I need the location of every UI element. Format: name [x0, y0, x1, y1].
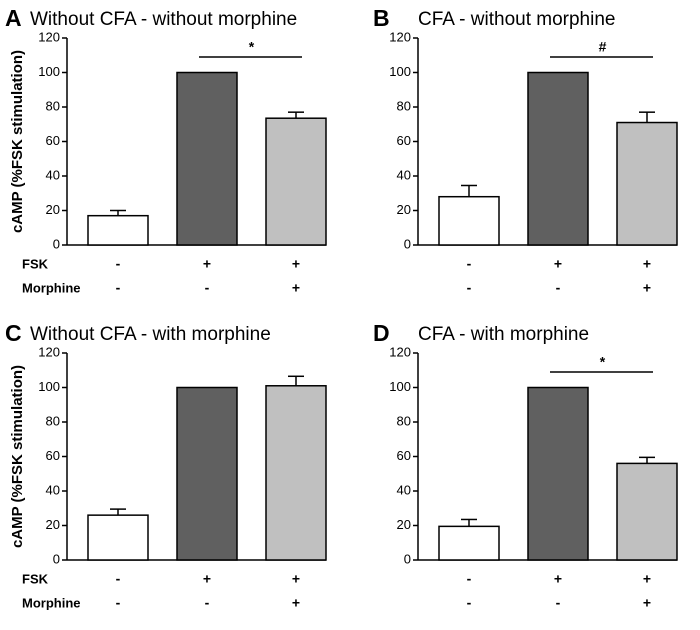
condition-symbol: -: [556, 595, 561, 611]
y-tick-label: 100: [389, 64, 411, 79]
y-tick-label: 0: [53, 551, 60, 566]
condition-label: FSK: [22, 571, 49, 586]
y-tick-label: 40: [397, 167, 411, 182]
y-tick-label: 100: [389, 379, 411, 394]
condition-label: Morphine: [22, 595, 81, 610]
y-tick-label: 20: [46, 517, 60, 532]
condition-symbol: +: [643, 256, 651, 272]
panel-letter: D: [373, 320, 390, 346]
condition-symbol: +: [643, 571, 651, 587]
panel-title: Without CFA - with morphine: [30, 324, 271, 345]
y-tick-label: 80: [46, 413, 60, 428]
y-tick-label: 120: [389, 29, 411, 44]
condition-label: FSK: [22, 256, 49, 271]
condition-symbol: -: [556, 280, 561, 296]
condition-symbol: -: [116, 595, 121, 611]
significance-label: #: [599, 39, 607, 55]
significance-label: *: [249, 39, 255, 55]
y-tick-label: 20: [46, 202, 60, 217]
y-axis-label: cAMP (%FSK stimulation): [9, 50, 26, 233]
condition-symbol: -: [205, 595, 210, 611]
bar: [616, 462, 678, 561]
condition-symbol: +: [292, 571, 300, 587]
y-tick-label: 20: [397, 517, 411, 532]
bar: [527, 71, 589, 246]
condition-symbol: -: [205, 280, 210, 296]
y-tick-label: 60: [397, 448, 411, 463]
y-tick-label: 80: [397, 413, 411, 428]
condition-symbol: +: [292, 256, 300, 272]
y-tick-label: 40: [46, 482, 60, 497]
bar: [176, 386, 238, 561]
y-tick-label: 20: [397, 202, 411, 217]
bar: [616, 121, 678, 246]
y-axis-label: cAMP (%FSK stimulation): [9, 365, 26, 548]
y-tick-label: 40: [46, 167, 60, 182]
bar: [265, 117, 327, 246]
condition-symbol: +: [203, 571, 211, 587]
bar: [87, 514, 149, 561]
y-tick-label: 100: [38, 64, 60, 79]
y-tick-label: 60: [46, 448, 60, 463]
panel-letter: B: [373, 5, 390, 31]
significance-label: *: [600, 354, 606, 370]
bar: [87, 214, 149, 246]
condition-symbol: -: [467, 280, 472, 296]
condition-symbol: +: [292, 280, 300, 296]
condition-symbol: +: [292, 595, 300, 611]
panel-title: CFA - without morphine: [418, 9, 615, 30]
bar: [176, 71, 238, 246]
condition-symbol: -: [116, 256, 121, 272]
condition-symbol: -: [116, 571, 121, 587]
y-tick-label: 60: [397, 133, 411, 148]
condition-symbol: +: [643, 280, 651, 296]
y-tick-label: 0: [53, 236, 60, 251]
condition-symbol: -: [467, 571, 472, 587]
y-tick-label: 100: [38, 379, 60, 394]
y-tick-label: 0: [404, 551, 411, 566]
y-tick-label: 40: [397, 482, 411, 497]
condition-label: Morphine: [22, 280, 81, 295]
condition-symbol: -: [116, 280, 121, 296]
condition-symbol: +: [554, 571, 562, 587]
panel-title: Without CFA - without morphine: [30, 9, 297, 30]
bar: [438, 525, 500, 561]
y-tick-label: 80: [397, 98, 411, 113]
bar: [438, 195, 500, 246]
y-tick-label: 80: [46, 98, 60, 113]
y-tick-label: 60: [46, 133, 60, 148]
panel-title: CFA - with morphine: [418, 324, 589, 345]
condition-symbol: +: [203, 256, 211, 272]
condition-symbol: +: [643, 595, 651, 611]
bar: [265, 385, 327, 561]
condition-symbol: -: [467, 595, 472, 611]
panel-letter: A: [5, 5, 22, 31]
y-tick-label: 120: [38, 29, 60, 44]
panel-letter: C: [5, 320, 22, 346]
y-tick-label: 120: [38, 344, 60, 359]
bar: [527, 386, 589, 561]
condition-symbol: +: [554, 256, 562, 272]
condition-symbol: -: [467, 256, 472, 272]
y-tick-label: 0: [404, 236, 411, 251]
y-tick-label: 120: [389, 344, 411, 359]
